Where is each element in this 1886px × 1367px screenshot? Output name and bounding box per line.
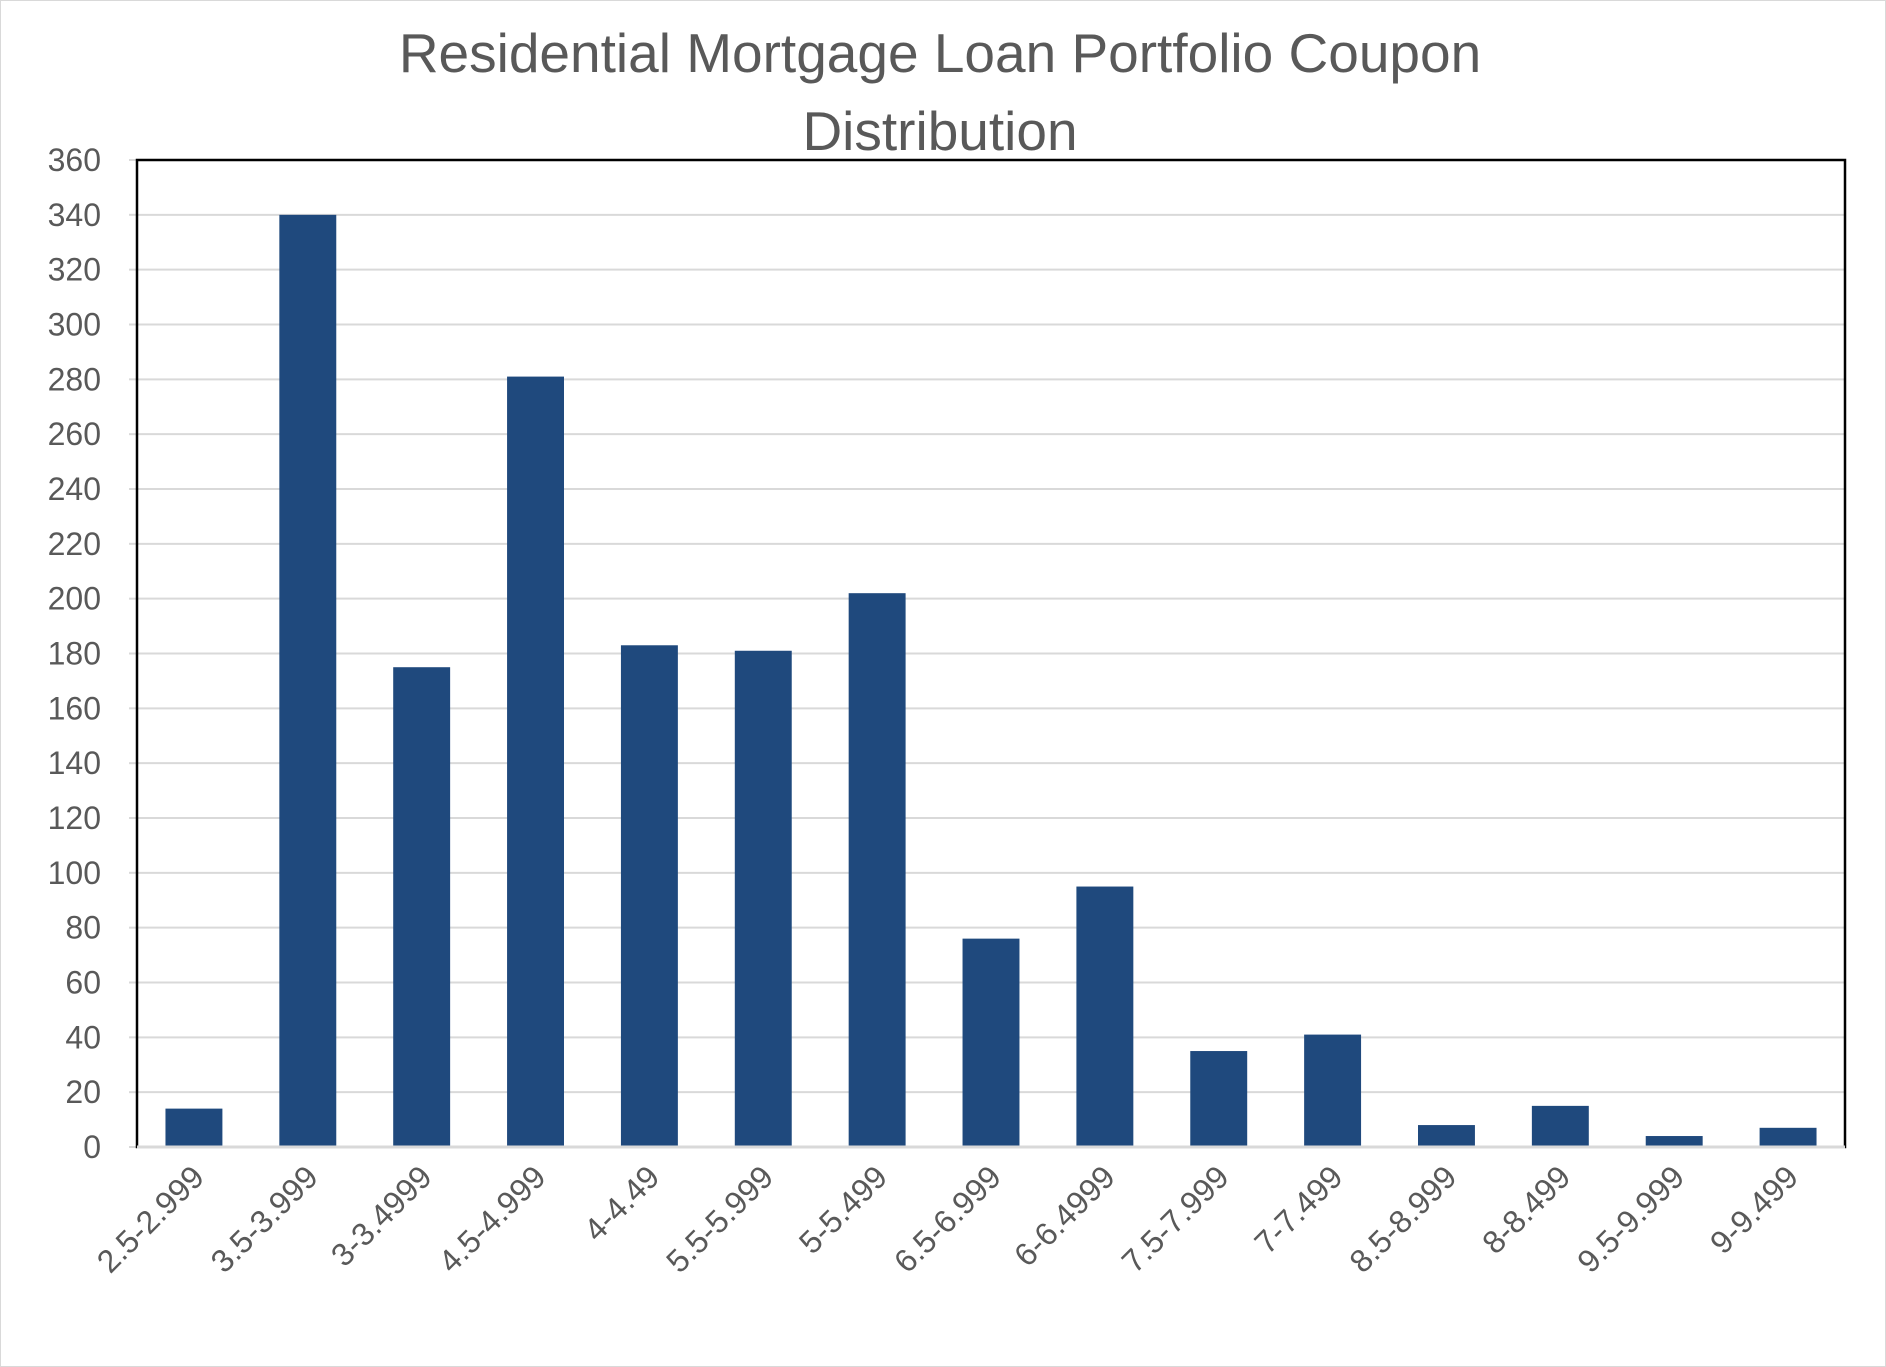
bar [1190,1051,1248,1147]
x-tick-label: 9-9.499 [1703,1158,1805,1260]
bar [393,667,451,1147]
x-tick-label: 8.5-8.999 [1342,1158,1463,1279]
x-tick-label: 7-7.499 [1247,1158,1349,1260]
bar [1418,1125,1475,1147]
y-tick-label: 240 [48,471,101,507]
y-tick-label: 340 [48,197,101,233]
bar [1076,886,1134,1147]
bar [734,650,792,1147]
bar [848,593,906,1147]
bar [1645,1136,1703,1147]
x-tick-label: 3.5-3.999 [204,1158,325,1279]
x-tick-label: 7.5-7.999 [1115,1158,1236,1279]
y-tick-label: 140 [48,745,101,781]
x-tick-label: 3-3.4999 [324,1158,439,1273]
x-tick-label: 6.5-6.999 [887,1158,1008,1279]
y-tick-label: 40 [65,1019,101,1055]
chart-title: Residential Mortgage Loan Portfolio Coup… [398,22,1482,162]
x-tick-label: 8-8.499 [1475,1158,1577,1260]
y-tick-label: 0 [83,1129,101,1165]
y-tick-label: 300 [48,307,101,343]
bar [507,376,564,1147]
y-tick-label: 100 [48,855,101,891]
bar-layer [165,214,1817,1148]
bar [1759,1127,1817,1147]
y-tick-label: 20 [65,1074,101,1110]
x-tick-label: 4.5-4.999 [431,1158,552,1279]
x-tick-label: 6-6.4999 [1007,1158,1122,1273]
y-tick-label: 320 [48,252,101,288]
bar [962,938,1020,1147]
y-tick-label: 120 [48,800,101,836]
x-tick-label: 4-4.49 [577,1158,667,1248]
y-tick-labels: 0 20 40 60 80 100 120 140 160 180 200 220 240 260 280 3… [48,142,101,1165]
y-tick-label: 80 [65,910,101,946]
axis-layer [135,158,1847,1149]
x-tick-label: 5-5.499 [792,1158,894,1260]
x-tick-label: 9.5-9.999 [1570,1158,1691,1279]
y-tick-label: 280 [48,361,101,397]
bar [1531,1105,1589,1147]
y-tick-label: 200 [48,581,101,617]
y-tick-label: 260 [48,416,101,452]
y-tick-label: 60 [65,965,101,1001]
bar [620,645,678,1147]
bar [279,214,337,1148]
bar [165,1108,223,1147]
y-tick-label: 160 [48,690,101,726]
x-tick-label: 5.5-5.999 [659,1158,780,1279]
y-tick-label: 220 [48,526,101,562]
x-tick-label: 2.5-2.999 [90,1158,211,1279]
bar [1304,1034,1362,1147]
y-tick-label: 180 [48,636,101,672]
y-tick-label: 360 [48,142,101,178]
